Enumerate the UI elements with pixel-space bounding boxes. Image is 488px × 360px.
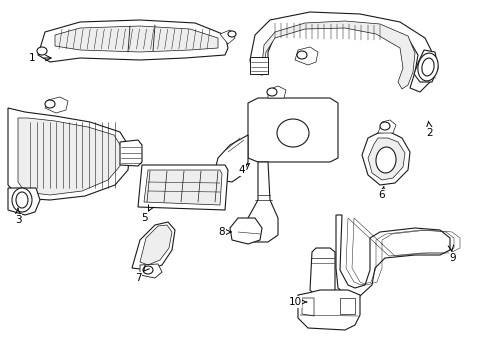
Polygon shape — [335, 215, 449, 296]
Polygon shape — [143, 170, 222, 205]
Text: 1: 1 — [29, 53, 35, 63]
Text: 7: 7 — [134, 273, 141, 283]
Polygon shape — [267, 86, 285, 98]
Polygon shape — [215, 135, 247, 182]
Ellipse shape — [417, 53, 437, 81]
Ellipse shape — [45, 100, 55, 108]
Ellipse shape — [266, 88, 276, 96]
Text: 3: 3 — [15, 215, 21, 225]
Polygon shape — [140, 264, 162, 278]
Ellipse shape — [421, 58, 433, 76]
Polygon shape — [8, 188, 40, 215]
Ellipse shape — [276, 119, 308, 147]
Ellipse shape — [296, 51, 306, 59]
Text: 9: 9 — [449, 253, 455, 263]
Ellipse shape — [379, 122, 389, 130]
Polygon shape — [297, 290, 359, 330]
Polygon shape — [132, 222, 175, 270]
Text: 2: 2 — [426, 128, 432, 138]
Text: 4: 4 — [238, 165, 245, 175]
Polygon shape — [18, 118, 122, 195]
Ellipse shape — [375, 147, 395, 173]
Polygon shape — [220, 30, 235, 44]
Polygon shape — [367, 138, 404, 180]
Ellipse shape — [227, 31, 236, 37]
Polygon shape — [247, 98, 337, 162]
Text: 6: 6 — [378, 190, 385, 200]
Polygon shape — [8, 108, 130, 200]
Ellipse shape — [142, 266, 153, 274]
Polygon shape — [413, 50, 437, 82]
Polygon shape — [120, 140, 142, 166]
Polygon shape — [249, 12, 434, 92]
Polygon shape — [138, 165, 227, 210]
Text: 5: 5 — [142, 213, 148, 223]
Polygon shape — [38, 20, 227, 62]
Polygon shape — [244, 162, 278, 242]
Polygon shape — [140, 225, 172, 265]
Polygon shape — [262, 21, 414, 89]
Polygon shape — [249, 57, 267, 74]
Ellipse shape — [37, 47, 47, 55]
Text: 10: 10 — [288, 297, 301, 307]
Polygon shape — [294, 47, 317, 65]
Text: 8: 8 — [218, 227, 225, 237]
Ellipse shape — [16, 192, 28, 208]
Ellipse shape — [12, 188, 32, 212]
Polygon shape — [377, 120, 395, 133]
Polygon shape — [229, 218, 262, 244]
Polygon shape — [339, 298, 354, 314]
Polygon shape — [309, 248, 334, 295]
Polygon shape — [361, 132, 409, 185]
Polygon shape — [302, 298, 313, 316]
Polygon shape — [45, 97, 68, 113]
Polygon shape — [55, 26, 218, 52]
